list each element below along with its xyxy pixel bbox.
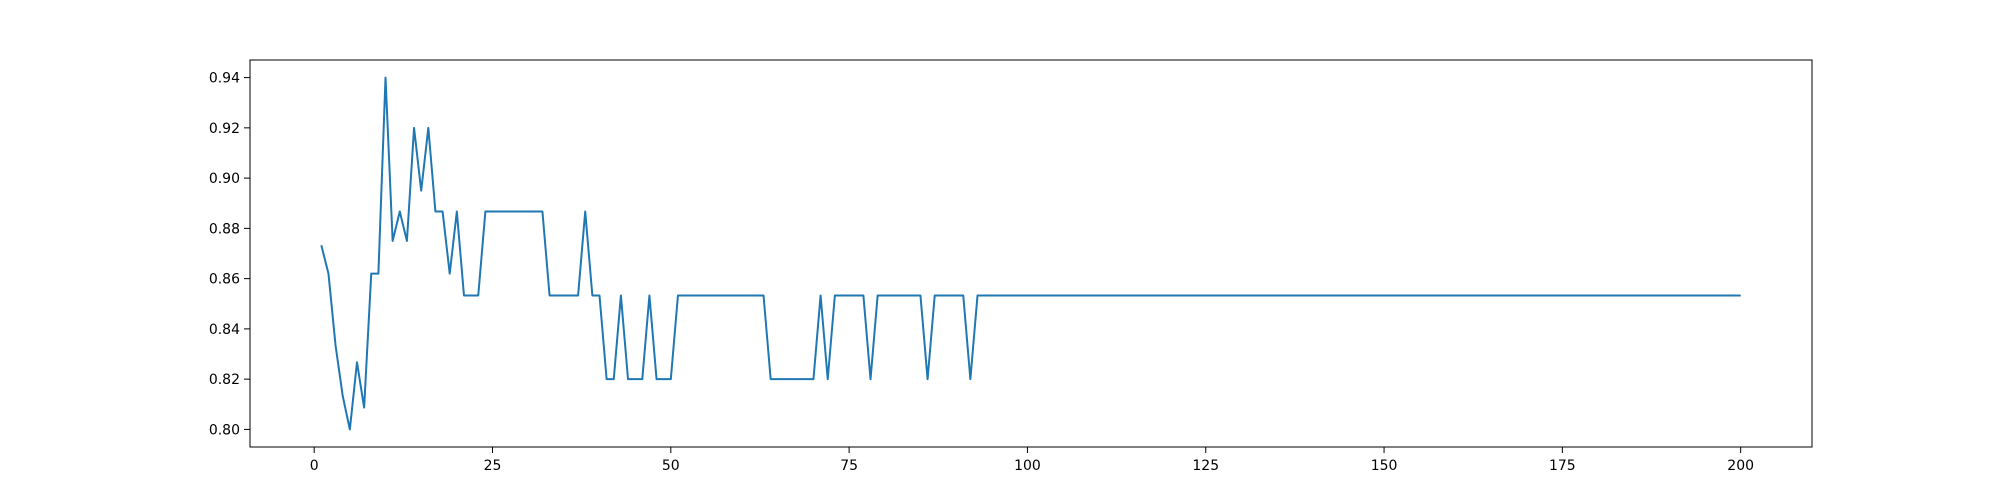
y-tick-label: 0.86 [209, 272, 240, 288]
x-tick-label: 25 [484, 458, 502, 474]
x-tick-label: 125 [1192, 458, 1219, 474]
y-tick-label: 0.90 [209, 171, 240, 187]
x-tick-label: 150 [1371, 458, 1398, 474]
x-tick-label: 0 [310, 458, 319, 474]
x-axis: 0 25 50 75 100 125 150 175 200 [310, 447, 1754, 474]
x-tick-label: 75 [840, 458, 858, 474]
y-tick-label: 0.92 [209, 121, 240, 137]
x-tick-label: 50 [662, 458, 680, 474]
plot-area [249, 59, 1813, 448]
x-tick-label: 200 [1727, 458, 1754, 474]
x-tick-label: 175 [1549, 458, 1576, 474]
plot-frame [249, 59, 1813, 448]
x-tick-label: 100 [1014, 458, 1041, 474]
y-tick-label: 0.80 [209, 422, 240, 438]
y-axis: 0.80 0.82 0.84 0.86 0.88 0.90 0.92 0.94 [209, 71, 250, 438]
y-tick-label: 0.88 [209, 221, 240, 237]
y-tick-label: 0.84 [209, 322, 240, 338]
y-tick-label: 0.82 [209, 372, 240, 388]
y-tick-label: 0.94 [209, 71, 240, 87]
series-line-0 [320, 76, 1741, 431]
